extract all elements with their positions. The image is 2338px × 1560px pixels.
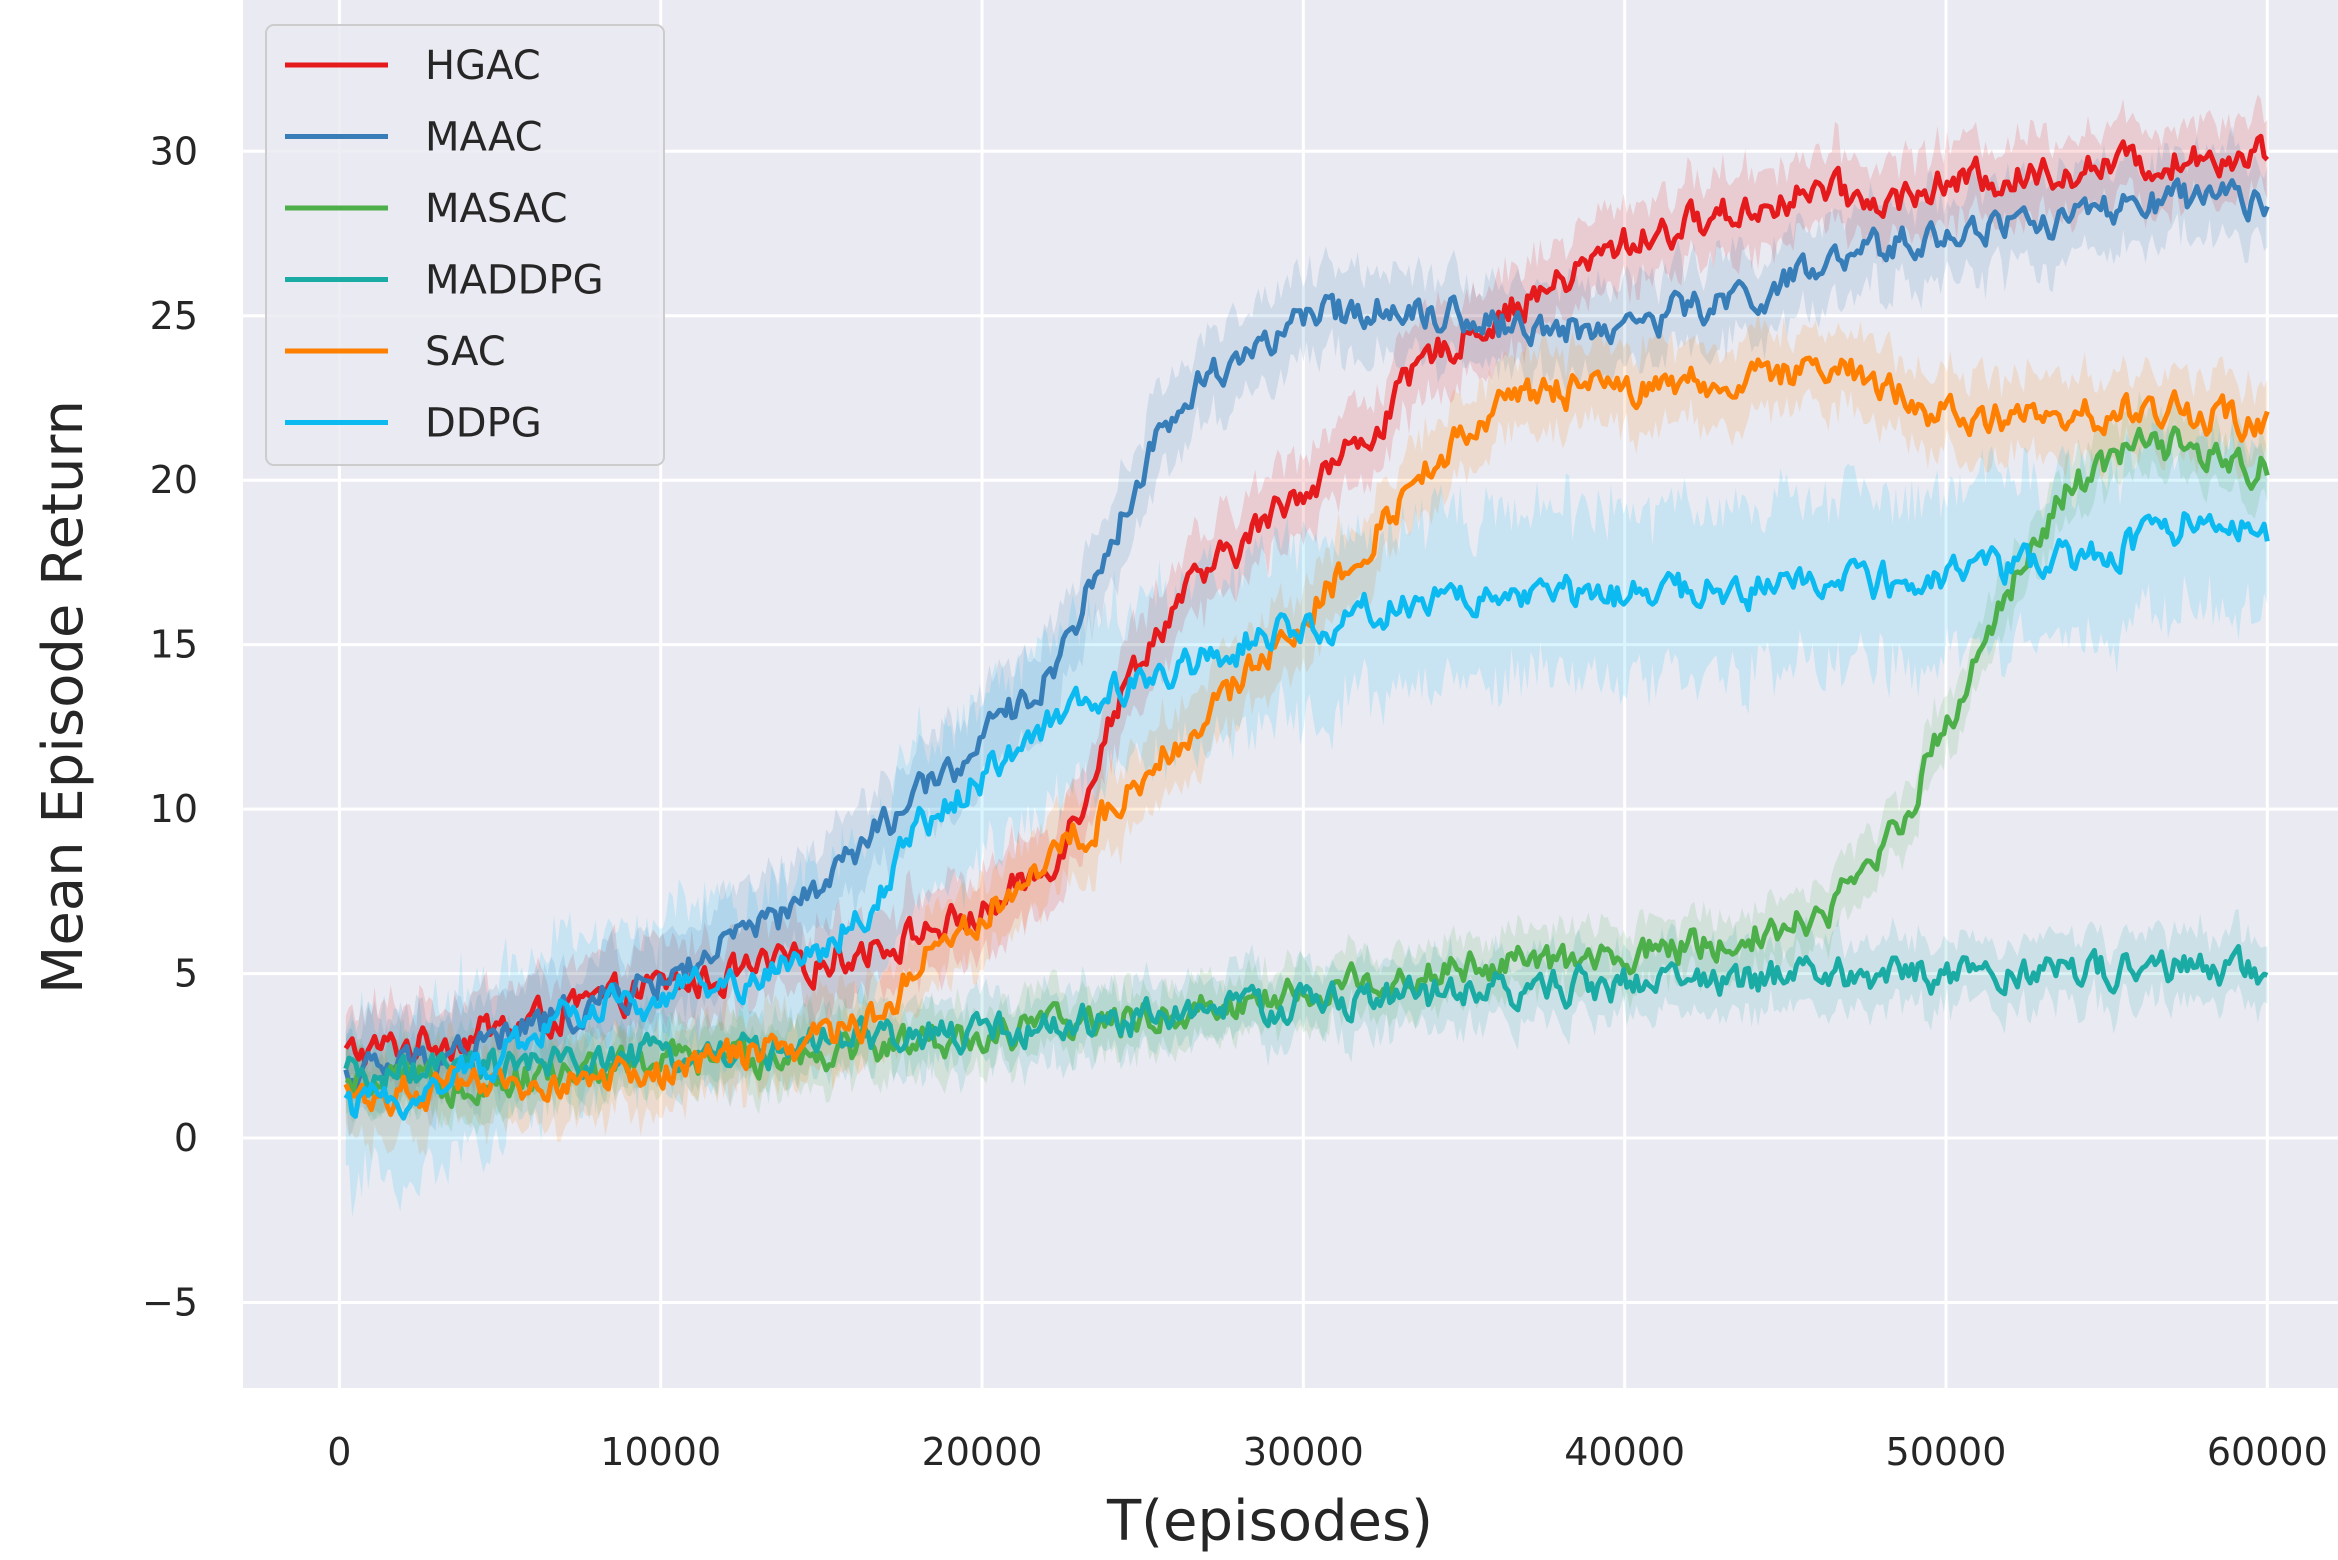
y-tick-label: −5 — [142, 1280, 198, 1324]
y-tick-label: 25 — [150, 294, 198, 338]
series-line-ddpg — [343, 511, 2270, 1121]
x-axis-label: T(episodes) — [1106, 1489, 1433, 1554]
x-tick-label: 10000 — [600, 1430, 721, 1474]
y-tick-label: 30 — [150, 129, 198, 173]
legend-label-maac: MAAC — [425, 115, 543, 161]
legend-label-masac: MASAC — [425, 186, 568, 232]
x-tick-label: 40000 — [1564, 1430, 1685, 1474]
series-lines — [343, 133, 2270, 1121]
x-tick-label: 30000 — [1243, 1430, 1364, 1474]
x-axis-ticks: 0 10000 20000 30000 40000 50000 60000 — [327, 1430, 2327, 1474]
y-tick-label: 5 — [174, 952, 198, 996]
y-tick-label: 15 — [150, 623, 198, 667]
series-line-hgac — [343, 133, 2270, 1066]
y-tick-label: 10 — [150, 787, 198, 831]
series-line-maac — [343, 177, 2270, 1094]
legend-label-ddpg: DDPG — [425, 401, 542, 447]
x-tick-label: 50000 — [1886, 1430, 2007, 1474]
x-tick-label: 60000 — [2207, 1430, 2328, 1474]
legend: HGAC MAAC MASAC MADDPG SAC DDPG — [265, 24, 665, 466]
y-axis-label: Mean Episode Return — [31, 400, 96, 994]
legend-label-sac: SAC — [425, 329, 506, 375]
series-line-maddpg — [343, 944, 2269, 1093]
y-axis-ticks: −5 0 5 10 15 20 25 30 — [142, 129, 198, 1324]
series-line-masac — [344, 425, 2270, 1110]
band-masac — [345, 391, 2268, 1135]
x-tick-label: 0 — [327, 1430, 351, 1474]
y-tick-label: 0 — [174, 1116, 198, 1160]
y-tick-label: 20 — [150, 458, 198, 502]
legend-label-maddpg: MADDPG — [425, 258, 604, 304]
legend-label-hgac: HGAC — [425, 43, 541, 89]
band-ddpg — [345, 417, 2268, 1217]
legend-frame — [265, 24, 665, 466]
x-tick-label: 20000 — [922, 1430, 1043, 1474]
